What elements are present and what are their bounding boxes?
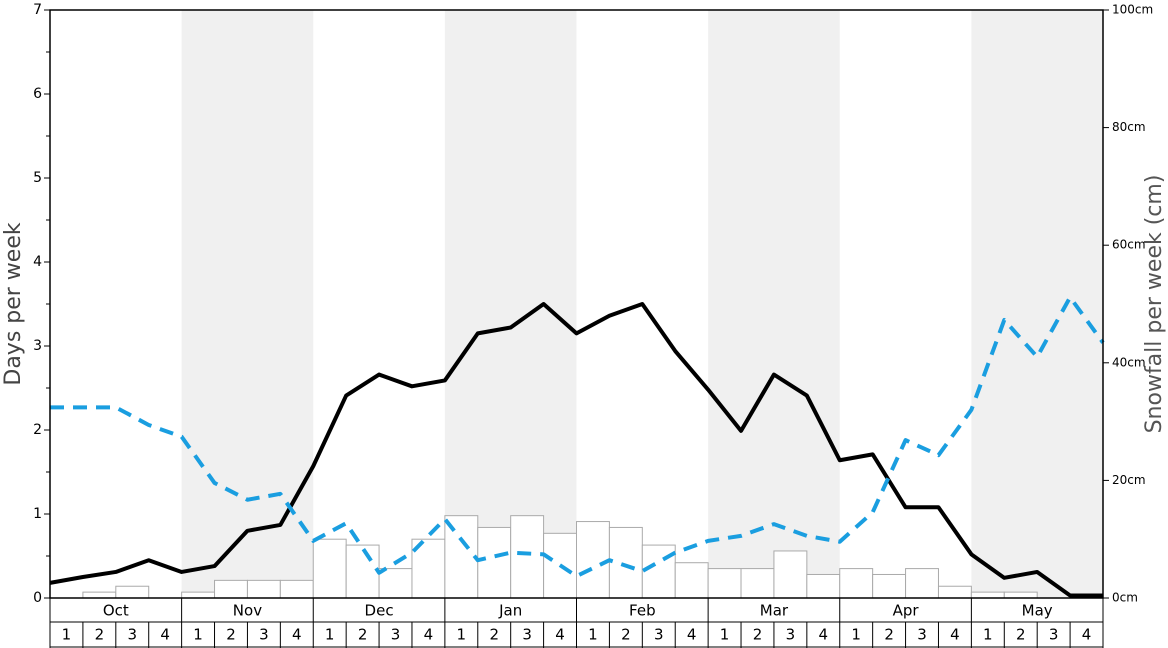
week-label: 4 (424, 626, 434, 644)
bar (1003, 591, 1038, 599)
bar (806, 573, 841, 599)
bar (905, 568, 939, 599)
y2-tick-label: 100cm (1112, 3, 1153, 17)
week-label: 1 (588, 626, 598, 644)
month-band (708, 10, 840, 598)
bar (576, 521, 610, 599)
week-label: 3 (522, 626, 532, 644)
y-tick-label: 6 (33, 86, 42, 102)
bar (345, 544, 380, 599)
week-label: 4 (687, 626, 697, 644)
y-tick-label: 7 (33, 2, 42, 18)
week-label: 4 (555, 626, 565, 644)
week-label: 1 (193, 626, 203, 644)
month-band (971, 10, 1103, 598)
week-label: 2 (489, 626, 499, 644)
week-label: 2 (358, 626, 368, 644)
month-label: Feb (629, 602, 656, 620)
y-tick-label: 2 (33, 422, 42, 438)
line (49, 302, 1103, 598)
y-tick-label: 3 (33, 338, 42, 354)
month-label: Mar (760, 602, 789, 620)
month-label: Apr (893, 602, 920, 620)
y-tick-label: 1 (33, 506, 42, 522)
week-label: 3 (654, 626, 664, 644)
month-label: May (1022, 602, 1053, 620)
bar (477, 526, 512, 599)
week-label: 3 (917, 626, 927, 644)
week-label: 4 (160, 626, 170, 644)
bar (378, 568, 413, 599)
bar (312, 538, 347, 599)
month-band (444, 10, 577, 598)
week-label: 3 (391, 626, 401, 644)
bar (773, 550, 808, 599)
week-label: 1 (851, 626, 861, 644)
bar (115, 585, 150, 599)
y-axis-label: Days per week (1, 222, 26, 385)
bar (608, 526, 643, 599)
week-label: 3 (786, 626, 796, 644)
bar (707, 568, 742, 599)
week-label: 2 (226, 626, 236, 644)
bar (740, 568, 775, 599)
week-label: 4 (819, 626, 829, 644)
y2-tick-label: 60cm (1112, 238, 1146, 252)
month-label: Dec (365, 602, 394, 620)
week-label: 4 (292, 626, 302, 644)
week-label: 2 (1016, 626, 1026, 644)
line (50, 295, 1105, 579)
y-tick-label: 4 (33, 254, 42, 270)
bar (181, 591, 216, 599)
week-label: 3 (127, 626, 137, 644)
bar (510, 515, 545, 599)
month-label: Jan (498, 602, 522, 620)
bar (970, 591, 1005, 599)
week-label: 3 (1049, 626, 1059, 644)
bar (872, 573, 907, 599)
week-label: 1 (325, 626, 335, 644)
bar (937, 585, 972, 599)
bar (246, 579, 281, 599)
week-label: 4 (950, 626, 960, 644)
y-tick-label: 0 (33, 590, 42, 606)
week-label: 2 (884, 626, 894, 644)
bar (444, 515, 479, 599)
bar (674, 562, 709, 599)
y2-tick-label: 40cm (1112, 355, 1146, 369)
week-label: 2 (95, 626, 105, 644)
y2-axis-label: Snowfall per week (cm) (1142, 175, 1167, 434)
bar (279, 579, 314, 599)
month-label: Oct (103, 602, 129, 620)
week-label: 1 (457, 626, 467, 644)
y2-tick-label: 80cm (1112, 120, 1146, 134)
week-label: 1 (62, 626, 72, 644)
week-label: 2 (621, 626, 631, 644)
week-label: 2 (753, 626, 763, 644)
month-label: Nov (233, 602, 262, 620)
bar (214, 579, 248, 599)
week-label: 4 (1082, 626, 1092, 644)
y-tick-label: 5 (33, 170, 42, 186)
y2-tick-label: 20cm (1112, 473, 1146, 487)
bar (641, 544, 676, 599)
bar (82, 591, 117, 599)
week-label: 1 (720, 626, 730, 644)
week-label: 3 (259, 626, 269, 644)
bar (839, 568, 874, 599)
y2-tick-label: 0cm (1112, 591, 1138, 605)
week-label: 1 (983, 626, 993, 644)
